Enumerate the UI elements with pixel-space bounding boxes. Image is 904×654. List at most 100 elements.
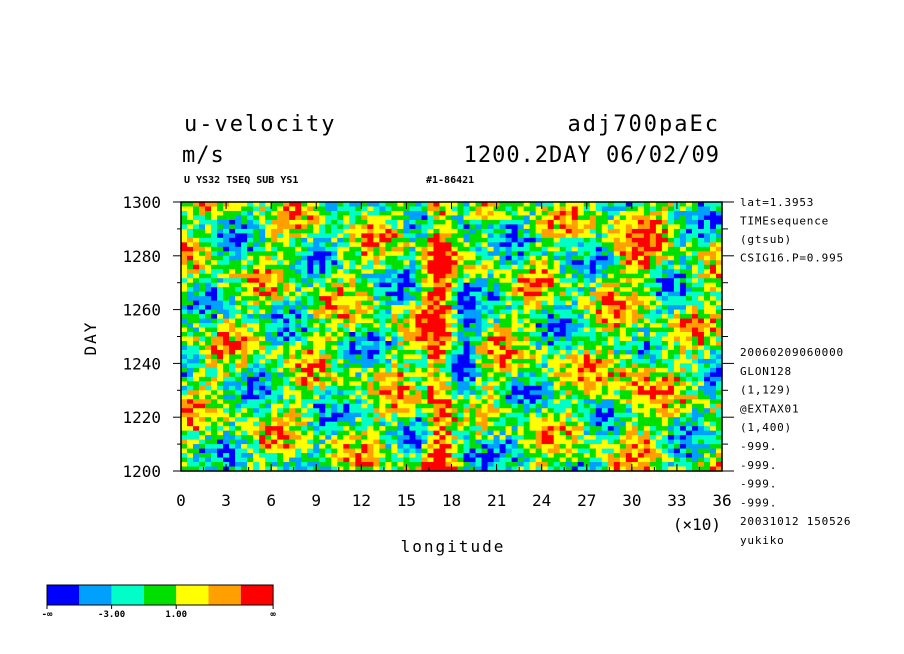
heatmap-cell (535, 246, 543, 252)
heatmap-cell (439, 336, 447, 342)
heatmap-cell (409, 300, 417, 306)
heatmap-cell (703, 255, 711, 261)
heatmap-cell (217, 327, 224, 333)
heatmap-cell (247, 327, 254, 333)
heatmap-cell (409, 327, 417, 333)
heatmap-cell (559, 237, 567, 243)
heatmap-cell (397, 340, 405, 347)
heatmap-cell (193, 255, 200, 261)
heatmap-cell (259, 309, 266, 315)
heatmap-cell (391, 202, 398, 208)
heatmap-cell (679, 430, 687, 436)
heatmap-cell (667, 251, 675, 257)
heatmap-cell (373, 421, 380, 427)
heatmap-cell (427, 358, 435, 364)
heatmap-cell (181, 228, 188, 234)
heatmap-cell (709, 318, 717, 324)
heatmap-cell (607, 412, 615, 418)
heatmap-cell (433, 305, 441, 311)
heatmap-cell (217, 332, 224, 338)
heatmap-cell (667, 219, 675, 226)
heatmap-cell (295, 264, 302, 270)
heatmap-cell (631, 444, 639, 450)
heatmap-cell (313, 269, 320, 275)
heatmap-cell (319, 363, 326, 369)
heatmap-cell (427, 439, 435, 445)
heatmap-cell (181, 426, 188, 432)
heatmap-cell (397, 412, 405, 418)
heatmap-cell (577, 269, 585, 275)
heatmap-cell (667, 210, 675, 217)
heatmap-cell (625, 444, 633, 450)
heatmap-cell (325, 421, 332, 427)
heatmap-cell (199, 439, 206, 445)
heatmap-cell (475, 291, 483, 297)
heatmap-cell (229, 435, 236, 441)
heatmap-cell (697, 318, 705, 324)
heatmap-cell (187, 202, 194, 208)
heatmap-cell (691, 394, 699, 400)
heatmap-cell (517, 260, 525, 266)
heatmap-cell (247, 385, 254, 391)
heatmap-cell (283, 367, 290, 373)
heatmap-cell (649, 309, 657, 315)
heatmap-cell (415, 363, 423, 369)
heatmap-cell (655, 358, 663, 364)
heatmap-cell (325, 202, 332, 208)
heatmap-cell (325, 358, 332, 364)
heatmap-cell (703, 444, 711, 450)
heatmap-cell (583, 340, 591, 347)
heatmap-cell (361, 327, 368, 333)
heatmap-cell (331, 399, 338, 405)
heatmap-cell (559, 246, 567, 252)
heatmap-cell (535, 237, 543, 243)
heatmap-cell (421, 439, 429, 445)
heatmap-cell (253, 255, 260, 261)
heatmap-cell (655, 381, 663, 387)
heatmap-cell (451, 202, 459, 208)
heatmap-cell (703, 421, 711, 427)
heatmap-cell (379, 349, 386, 356)
heatmap-cell (613, 300, 621, 306)
heatmap-cell (589, 332, 597, 338)
heatmap-cell (505, 444, 513, 450)
heatmap-cell (229, 390, 236, 396)
heatmap-cell (325, 237, 332, 243)
heatmap-cell (505, 385, 513, 391)
heatmap-cell (247, 421, 254, 427)
heatmap-cell (415, 210, 423, 217)
heatmap-cell (289, 291, 296, 297)
heatmap-cell (397, 399, 405, 405)
heatmap-cell (559, 408, 567, 414)
heatmap-cell (613, 372, 621, 378)
heatmap-cell (427, 354, 435, 360)
heatmap-cell (313, 296, 320, 302)
heatmap-cell (523, 291, 531, 297)
heatmap-cell (709, 399, 717, 405)
heatmap-cell (427, 426, 435, 432)
heatmap-cell (559, 349, 567, 356)
heatmap-cell (619, 228, 627, 234)
heatmap-cell (607, 264, 615, 270)
heatmap-cell (637, 210, 645, 217)
heatmap-cell (301, 332, 308, 338)
heatmap-cell (433, 260, 441, 266)
heatmap-cell (211, 314, 218, 320)
heatmap-cell (193, 367, 200, 373)
heatmap-cell (505, 394, 513, 400)
heatmap-cell (217, 403, 224, 409)
heatmap-cell (577, 435, 585, 441)
heatmap-cell (583, 399, 591, 405)
heatmap-cell (361, 242, 368, 248)
heatmap-cell (595, 260, 603, 266)
heatmap-cell (499, 269, 507, 275)
heatmap-cell (325, 264, 332, 270)
heatmap-cell (349, 309, 356, 315)
heatmap-cell (307, 237, 314, 243)
heatmap-cell (403, 255, 411, 261)
heatmap-cell (391, 251, 398, 257)
heatmap-cell (361, 354, 368, 360)
heatmap-cell (679, 354, 687, 360)
heatmap-cell (421, 426, 429, 432)
heatmap-cell (247, 390, 254, 396)
